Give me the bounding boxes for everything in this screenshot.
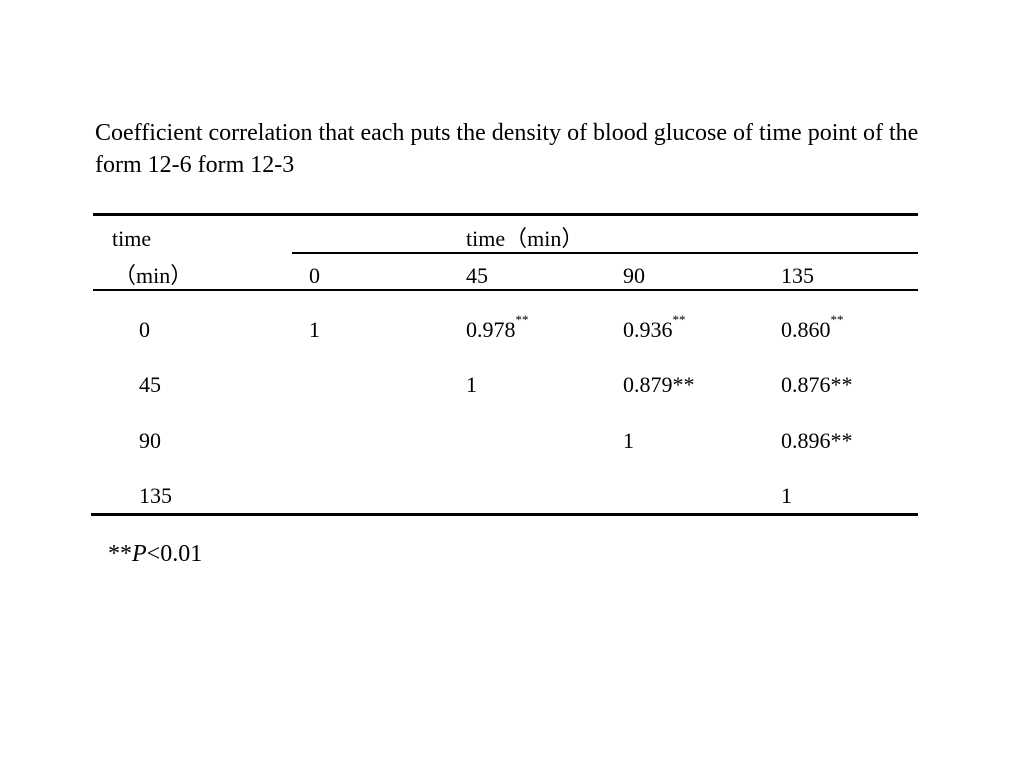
row-label: 45	[139, 372, 161, 397]
row-label: 135	[139, 483, 172, 508]
table-cell: 1	[466, 372, 477, 397]
column-header: 45	[466, 263, 488, 288]
table-cell: 1	[309, 317, 320, 342]
table-cell: 0.876**	[781, 372, 853, 397]
table-caption: Coefficient correlation that each puts t…	[95, 120, 919, 178]
significance-footnote: **P<0.01	[108, 541, 203, 567]
row-header-unit: （min）	[114, 263, 193, 288]
significance-marker: **	[830, 312, 844, 327]
table-cell: 1	[623, 428, 634, 453]
table-header-rule	[93, 289, 918, 291]
column-header: 135	[781, 263, 814, 288]
column-group-rule	[292, 252, 918, 254]
table-cell: 0.879**	[623, 372, 695, 397]
column-group-label: time（min）	[466, 226, 584, 251]
significance-marker: **	[672, 312, 686, 327]
table-top-rule	[93, 213, 918, 216]
table-cell: 1	[781, 483, 792, 508]
table-cell: 0.860**	[781, 312, 844, 342]
column-header: 0	[309, 263, 320, 288]
row-label: 0	[139, 317, 150, 342]
row-label: 90	[139, 428, 161, 453]
significance-marker: **	[515, 312, 529, 327]
table-cell: 0.978**	[466, 312, 529, 342]
column-header: 90	[623, 263, 645, 288]
table-cell: 0.936**	[623, 312, 686, 342]
table-bottom-rule	[91, 513, 918, 516]
row-header-label: time	[112, 226, 152, 251]
table-cell: 0.896**	[781, 428, 853, 453]
